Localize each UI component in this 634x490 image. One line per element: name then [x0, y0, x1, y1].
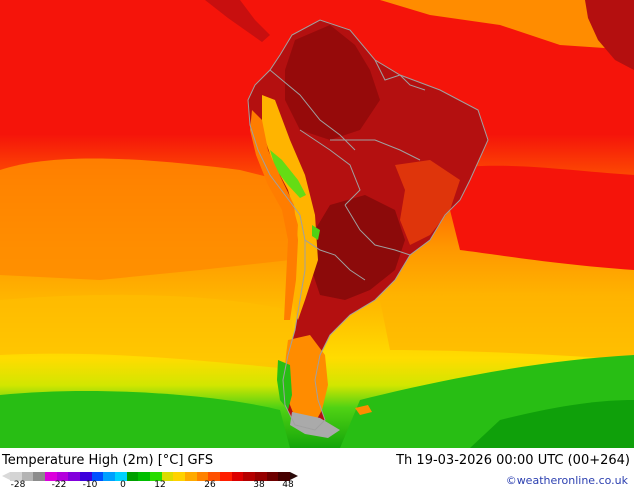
- colorbar-segment: [33, 472, 46, 481]
- colorbar-segment: [185, 472, 198, 481]
- andes-green: [270, 150, 306, 198]
- falkland-islands: [355, 405, 372, 415]
- colorbar-segment: [21, 472, 34, 481]
- africa-corner: [585, 0, 634, 70]
- map-canvas: [0, 0, 634, 448]
- colorbar-segment: [150, 472, 163, 481]
- pacific-coast: [250, 110, 298, 320]
- colorbar-min-arrow: [2, 472, 10, 480]
- colorbar-segment: [126, 472, 139, 481]
- colorbar-segment: [231, 472, 244, 481]
- ocean-orange-ne: [380, 0, 634, 50]
- colorbar-segment: [56, 472, 69, 481]
- source-credit[interactable]: ©weatheronline.co.uk: [505, 474, 628, 487]
- colorbar-segment: [173, 472, 186, 481]
- colorbar-segment: [80, 472, 93, 481]
- andes-strip: [262, 95, 318, 320]
- colorbar-segment: [45, 472, 58, 481]
- patagonia-green: [277, 360, 292, 410]
- colorbar-segment: [266, 472, 279, 481]
- colorbar-tick: 12: [154, 480, 166, 490]
- altiplano-green: [312, 225, 320, 240]
- colorbar-segment: [10, 472, 23, 481]
- ocean-amber-south-e: [380, 292, 634, 360]
- colorbar-segment: [91, 472, 104, 481]
- colorbar-tick: -10: [82, 480, 98, 490]
- ocean-red-se: [440, 165, 634, 270]
- colorbar-segment: [103, 472, 116, 481]
- patagonia: [284, 335, 328, 428]
- colorbar-segment: [115, 472, 128, 481]
- ocean-green-dark: [470, 400, 634, 448]
- colorbar-segment: [138, 472, 151, 481]
- colorbar-tick: -28: [10, 480, 26, 490]
- colorbar-tick: 0: [120, 480, 126, 490]
- country-borders: [247, 19, 489, 431]
- colorbar-tick: 26: [204, 480, 216, 490]
- brazil-highlands: [395, 160, 460, 245]
- colorbar-tick: -22: [51, 480, 67, 490]
- legend-footer: Temperature High (2m) [°C] GFS Th 19-03-…: [0, 448, 634, 490]
- colorbar-max-arrow: [290, 472, 298, 480]
- temperature-map: [0, 0, 634, 448]
- central-america: [205, 0, 270, 42]
- tierra-del-fuego: [290, 412, 340, 438]
- colorbar-tick: 48: [282, 480, 294, 490]
- map-title: Temperature High (2m) [°C] GFS: [2, 453, 214, 468]
- amazon-core: [285, 25, 380, 140]
- colorbar: [10, 472, 291, 481]
- colorbar-segment: [196, 472, 209, 481]
- colorbar-segment: [243, 472, 256, 481]
- chaco-core: [310, 195, 405, 300]
- forecast-datetime: Th 19-03-2026 00:00 UTC (00+264): [396, 453, 630, 468]
- colorbar-segment: [220, 472, 233, 481]
- colorbar-tick: 38: [253, 480, 265, 490]
- colorbar-segment: [255, 472, 268, 481]
- ocean-amber-south: [0, 294, 300, 370]
- colorbar-segment: [161, 472, 174, 481]
- ocean-green-band: [0, 390, 290, 448]
- colorbar-segment: [68, 472, 81, 481]
- colorbar-segment: [208, 472, 221, 481]
- colorbar-segment: [278, 472, 291, 481]
- ocean-orange-sw: [0, 158, 290, 280]
